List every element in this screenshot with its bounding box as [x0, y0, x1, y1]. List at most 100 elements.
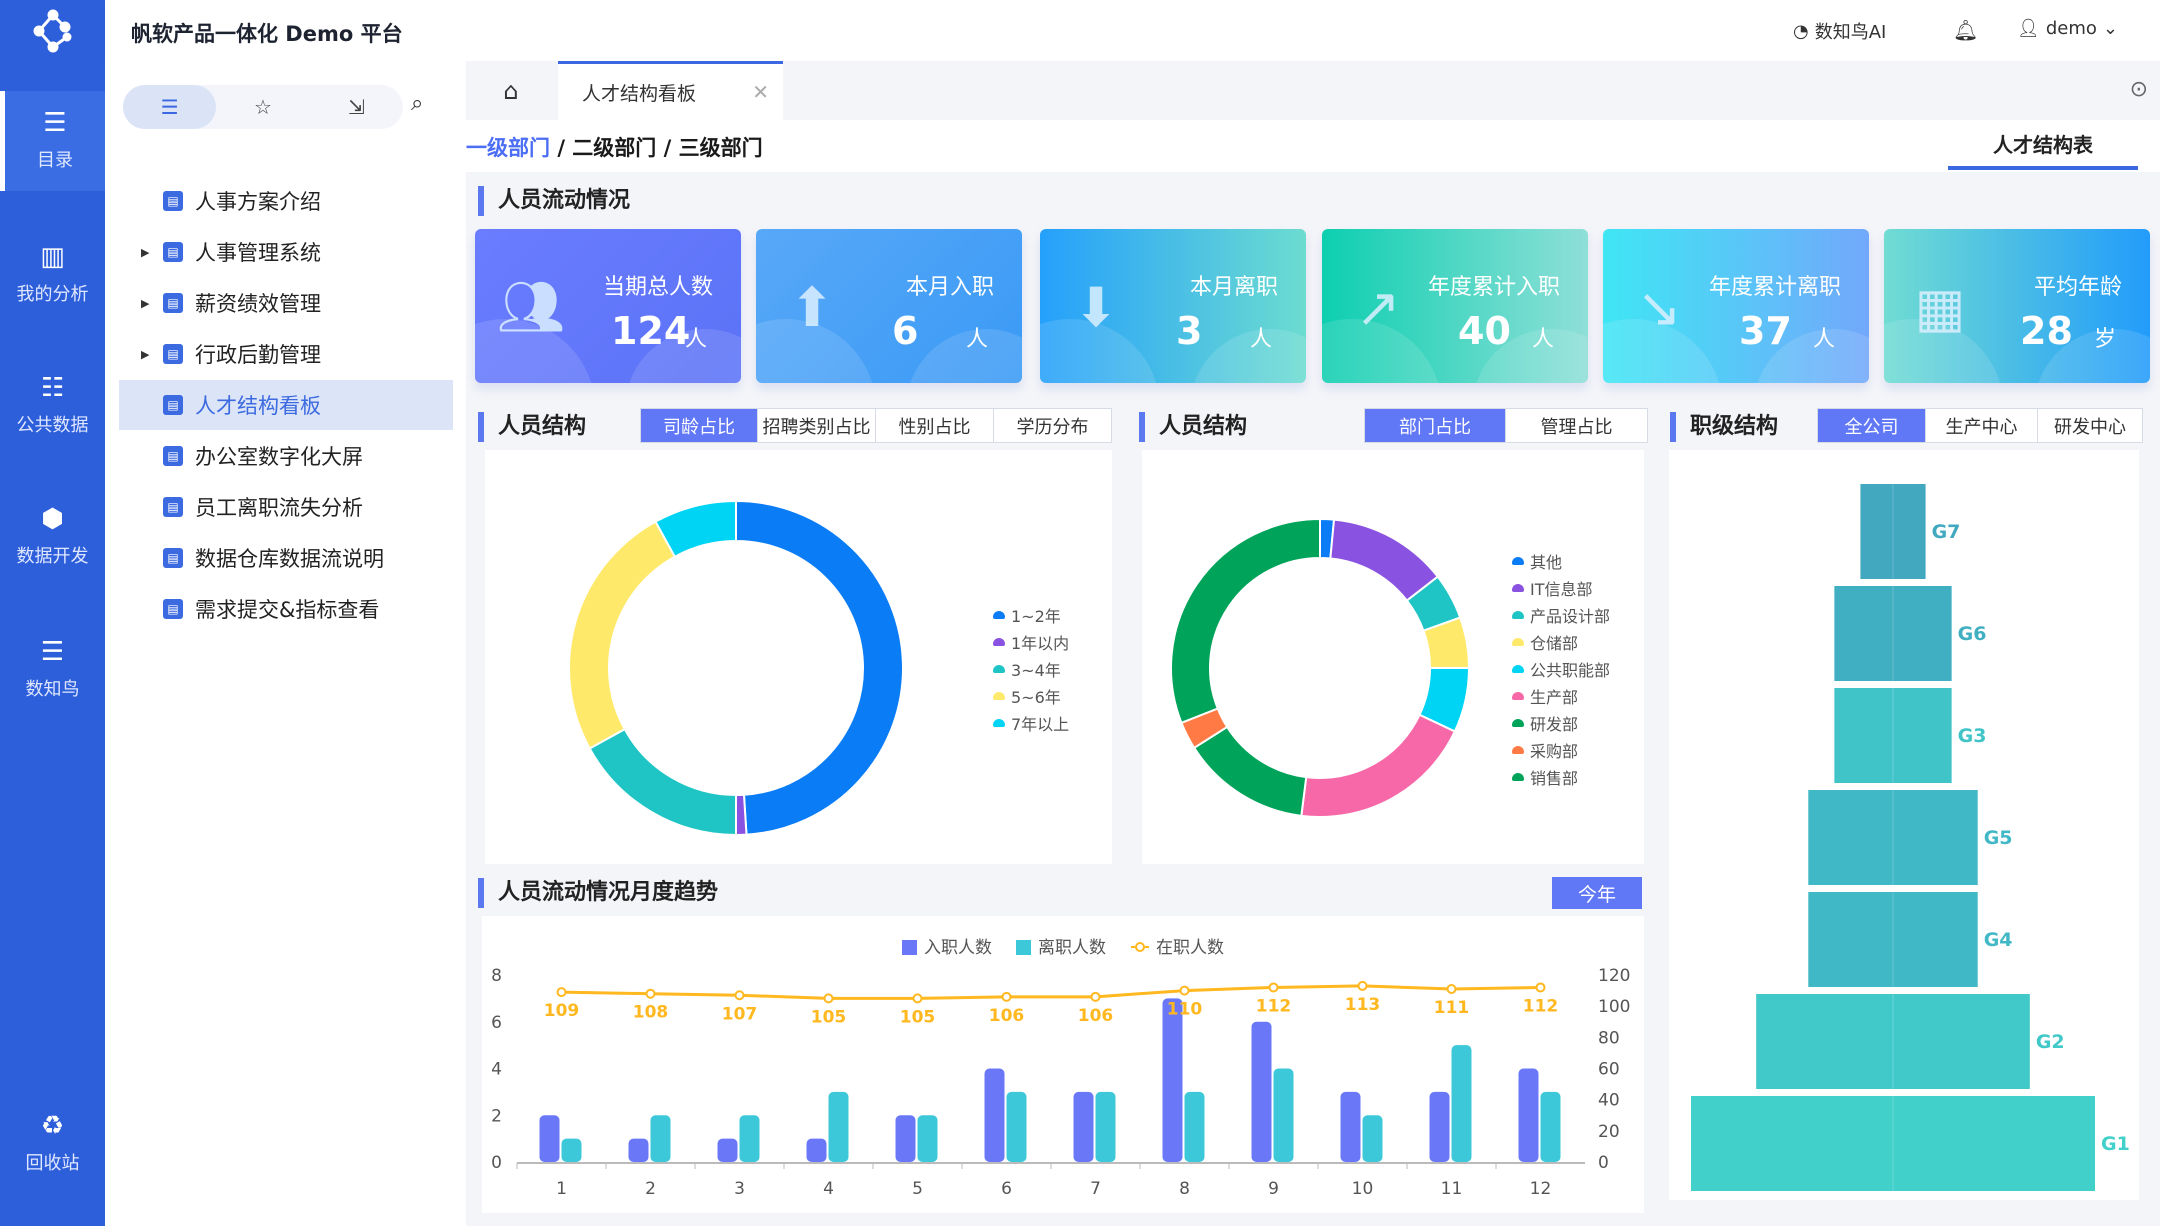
line-point[interactable]: [1179, 985, 1190, 996]
legend-label[interactable]: 离职人数: [1038, 938, 1106, 958]
list-view-icon[interactable]: ☰: [123, 85, 217, 129]
funnel-bar[interactable]: [1860, 484, 1926, 579]
tab-button[interactable]: 管理占比: [1540, 416, 1613, 438]
line-point[interactable]: [823, 993, 834, 1004]
donut-slice[interactable]: [735, 499, 904, 836]
tree-item[interactable]: ▤ 数据仓库数据流说明: [119, 533, 453, 583]
logo[interactable]: [0, 0, 105, 61]
donut-slice[interactable]: [1192, 725, 1308, 817]
tab-button[interactable]: 全公司: [1818, 409, 1926, 442]
search-icon[interactable]: ⌕: [411, 91, 424, 116]
line-point[interactable]: [1357, 980, 1368, 991]
expand-arrow-icon[interactable]: ▶: [141, 296, 150, 310]
funnel-bar[interactable]: [1808, 892, 1978, 987]
bar[interactable]: [1251, 1021, 1272, 1162]
tab-button[interactable]: 生产中心: [1926, 409, 2038, 442]
tree-item[interactable]: ▤ 员工离职流失分析: [119, 482, 453, 532]
bar[interactable]: [1451, 1045, 1472, 1162]
breadcrumb-level1[interactable]: 一级部门: [466, 136, 550, 160]
bar[interactable]: [628, 1138, 649, 1162]
tree-item[interactable]: ▶ ▤ 行政后勤管理: [119, 329, 453, 379]
tree-item[interactable]: ▶ ▤ 薪资绩效管理: [119, 278, 453, 328]
user-menu[interactable]: 👤︎ demo ⌄: [2017, 18, 2118, 39]
bar[interactable]: [1095, 1091, 1116, 1162]
export-icon[interactable]: ⇲: [347, 95, 365, 119]
donut-slice[interactable]: [1300, 713, 1457, 818]
donut-slice[interactable]: [735, 793, 748, 837]
rail-item-data-dev[interactable]: ⬢ 数据开发: [0, 487, 105, 587]
line-point[interactable]: [1535, 982, 1546, 993]
legend-item[interactable]: 销售部: [1512, 765, 1578, 789]
bar[interactable]: [1162, 998, 1183, 1162]
rail-item-catalog[interactable]: ☰ 目录: [0, 91, 105, 191]
funnel-bar[interactable]: [1808, 790, 1978, 885]
tab-button[interactable]: 学历分布: [1016, 416, 1089, 438]
donut-slice[interactable]: [1170, 517, 1321, 725]
rail-item-recycle[interactable]: ♻ 回收站: [0, 1094, 105, 1194]
line-point[interactable]: [645, 988, 656, 999]
more-icon[interactable]: ⊙: [2129, 77, 2148, 102]
close-icon[interactable]: ✕: [752, 80, 769, 104]
legend-item[interactable]: IT信息部: [1512, 576, 1593, 600]
line-point[interactable]: [556, 987, 567, 998]
bar[interactable]: [539, 1115, 560, 1162]
legend-item[interactable]: 1~2年: [993, 603, 1061, 627]
tree-item[interactable]: ▤ 人才结构看板: [119, 380, 453, 430]
bar[interactable]: [806, 1138, 827, 1162]
legend-item[interactable]: 研发部: [1512, 711, 1578, 735]
legend-item[interactable]: 5~6年: [993, 684, 1061, 708]
bar[interactable]: [1184, 1091, 1205, 1162]
tree-item[interactable]: ▤ 人事方案介绍: [119, 176, 453, 226]
line-point[interactable]: [734, 990, 745, 1001]
bar[interactable]: [561, 1138, 582, 1162]
legend-label[interactable]: 在职人数: [1156, 938, 1224, 958]
tab-talent-table[interactable]: 人才结构表: [1948, 120, 2138, 170]
legend-item[interactable]: 生产部: [1512, 684, 1578, 708]
tab-button[interactable]: 部门占比: [1365, 409, 1506, 442]
breadcrumb-level2[interactable]: 二级部门: [572, 136, 657, 160]
breadcrumb-level3[interactable]: 三级部门: [678, 136, 763, 160]
expand-arrow-icon[interactable]: ▶: [141, 245, 150, 259]
bar[interactable]: [828, 1091, 849, 1162]
bar[interactable]: [984, 1068, 1005, 1163]
bar[interactable]: [1518, 1068, 1539, 1163]
legend-item[interactable]: 3~4年: [993, 657, 1061, 681]
line-point[interactable]: [1090, 991, 1101, 1002]
bar[interactable]: [650, 1115, 671, 1162]
home-tab[interactable]: ⌂: [466, 61, 556, 120]
donut-slice[interactable]: [588, 727, 737, 837]
tab-button[interactable]: 研发中心: [2054, 416, 2126, 438]
tab-button[interactable]: 招聘类别占比: [758, 409, 876, 442]
ai-button[interactable]: ◔ 数知鸟AI: [1793, 18, 1886, 44]
tree-item[interactable]: ▤ 办公室数字化大屏: [119, 431, 453, 481]
rail-item-my-analysis[interactable]: ▥ 我的分析: [0, 225, 105, 325]
funnel-bar[interactable]: [1834, 688, 1952, 783]
bar[interactable]: [1429, 1091, 1450, 1162]
tree-item[interactable]: ▤ 需求提交&指标查看: [119, 584, 453, 634]
legend-item[interactable]: 公共职能部: [1512, 657, 1610, 681]
bar[interactable]: [1006, 1091, 1027, 1162]
rail-item-public-data[interactable]: ☷ 公共数据: [0, 356, 105, 456]
legend-item[interactable]: 产品设计部: [1512, 603, 1610, 627]
rail-item-shuzhiniao[interactable]: ☰ 数知鸟: [0, 620, 105, 720]
bar[interactable]: [1273, 1068, 1294, 1163]
tab-button[interactable]: 性别占比: [876, 409, 994, 442]
bar[interactable]: [1073, 1091, 1094, 1162]
bar[interactable]: [739, 1115, 760, 1162]
tab-button[interactable]: 司龄占比: [641, 409, 758, 442]
tree-item[interactable]: ▶ ▤ 人事管理系统: [119, 227, 453, 277]
funnel-bar[interactable]: [1834, 586, 1952, 681]
funnel-bar[interactable]: [1691, 1096, 2095, 1191]
expand-arrow-icon[interactable]: ▶: [141, 347, 150, 361]
legend-item[interactable]: 其他: [1512, 549, 1562, 573]
funnel-bar[interactable]: [1756, 994, 2030, 1089]
this-year-button[interactable]: 今年: [1552, 877, 1642, 909]
legend-item[interactable]: 仓储部: [1512, 630, 1578, 654]
legend-label[interactable]: 入职人数: [924, 938, 992, 958]
favorite-star-icon[interactable]: ☆: [254, 95, 272, 119]
line-point[interactable]: [1268, 982, 1279, 993]
bar[interactable]: [1340, 1091, 1361, 1162]
bar[interactable]: [717, 1138, 738, 1162]
donut-slice[interactable]: [654, 499, 737, 559]
donut-slice[interactable]: [568, 520, 677, 750]
